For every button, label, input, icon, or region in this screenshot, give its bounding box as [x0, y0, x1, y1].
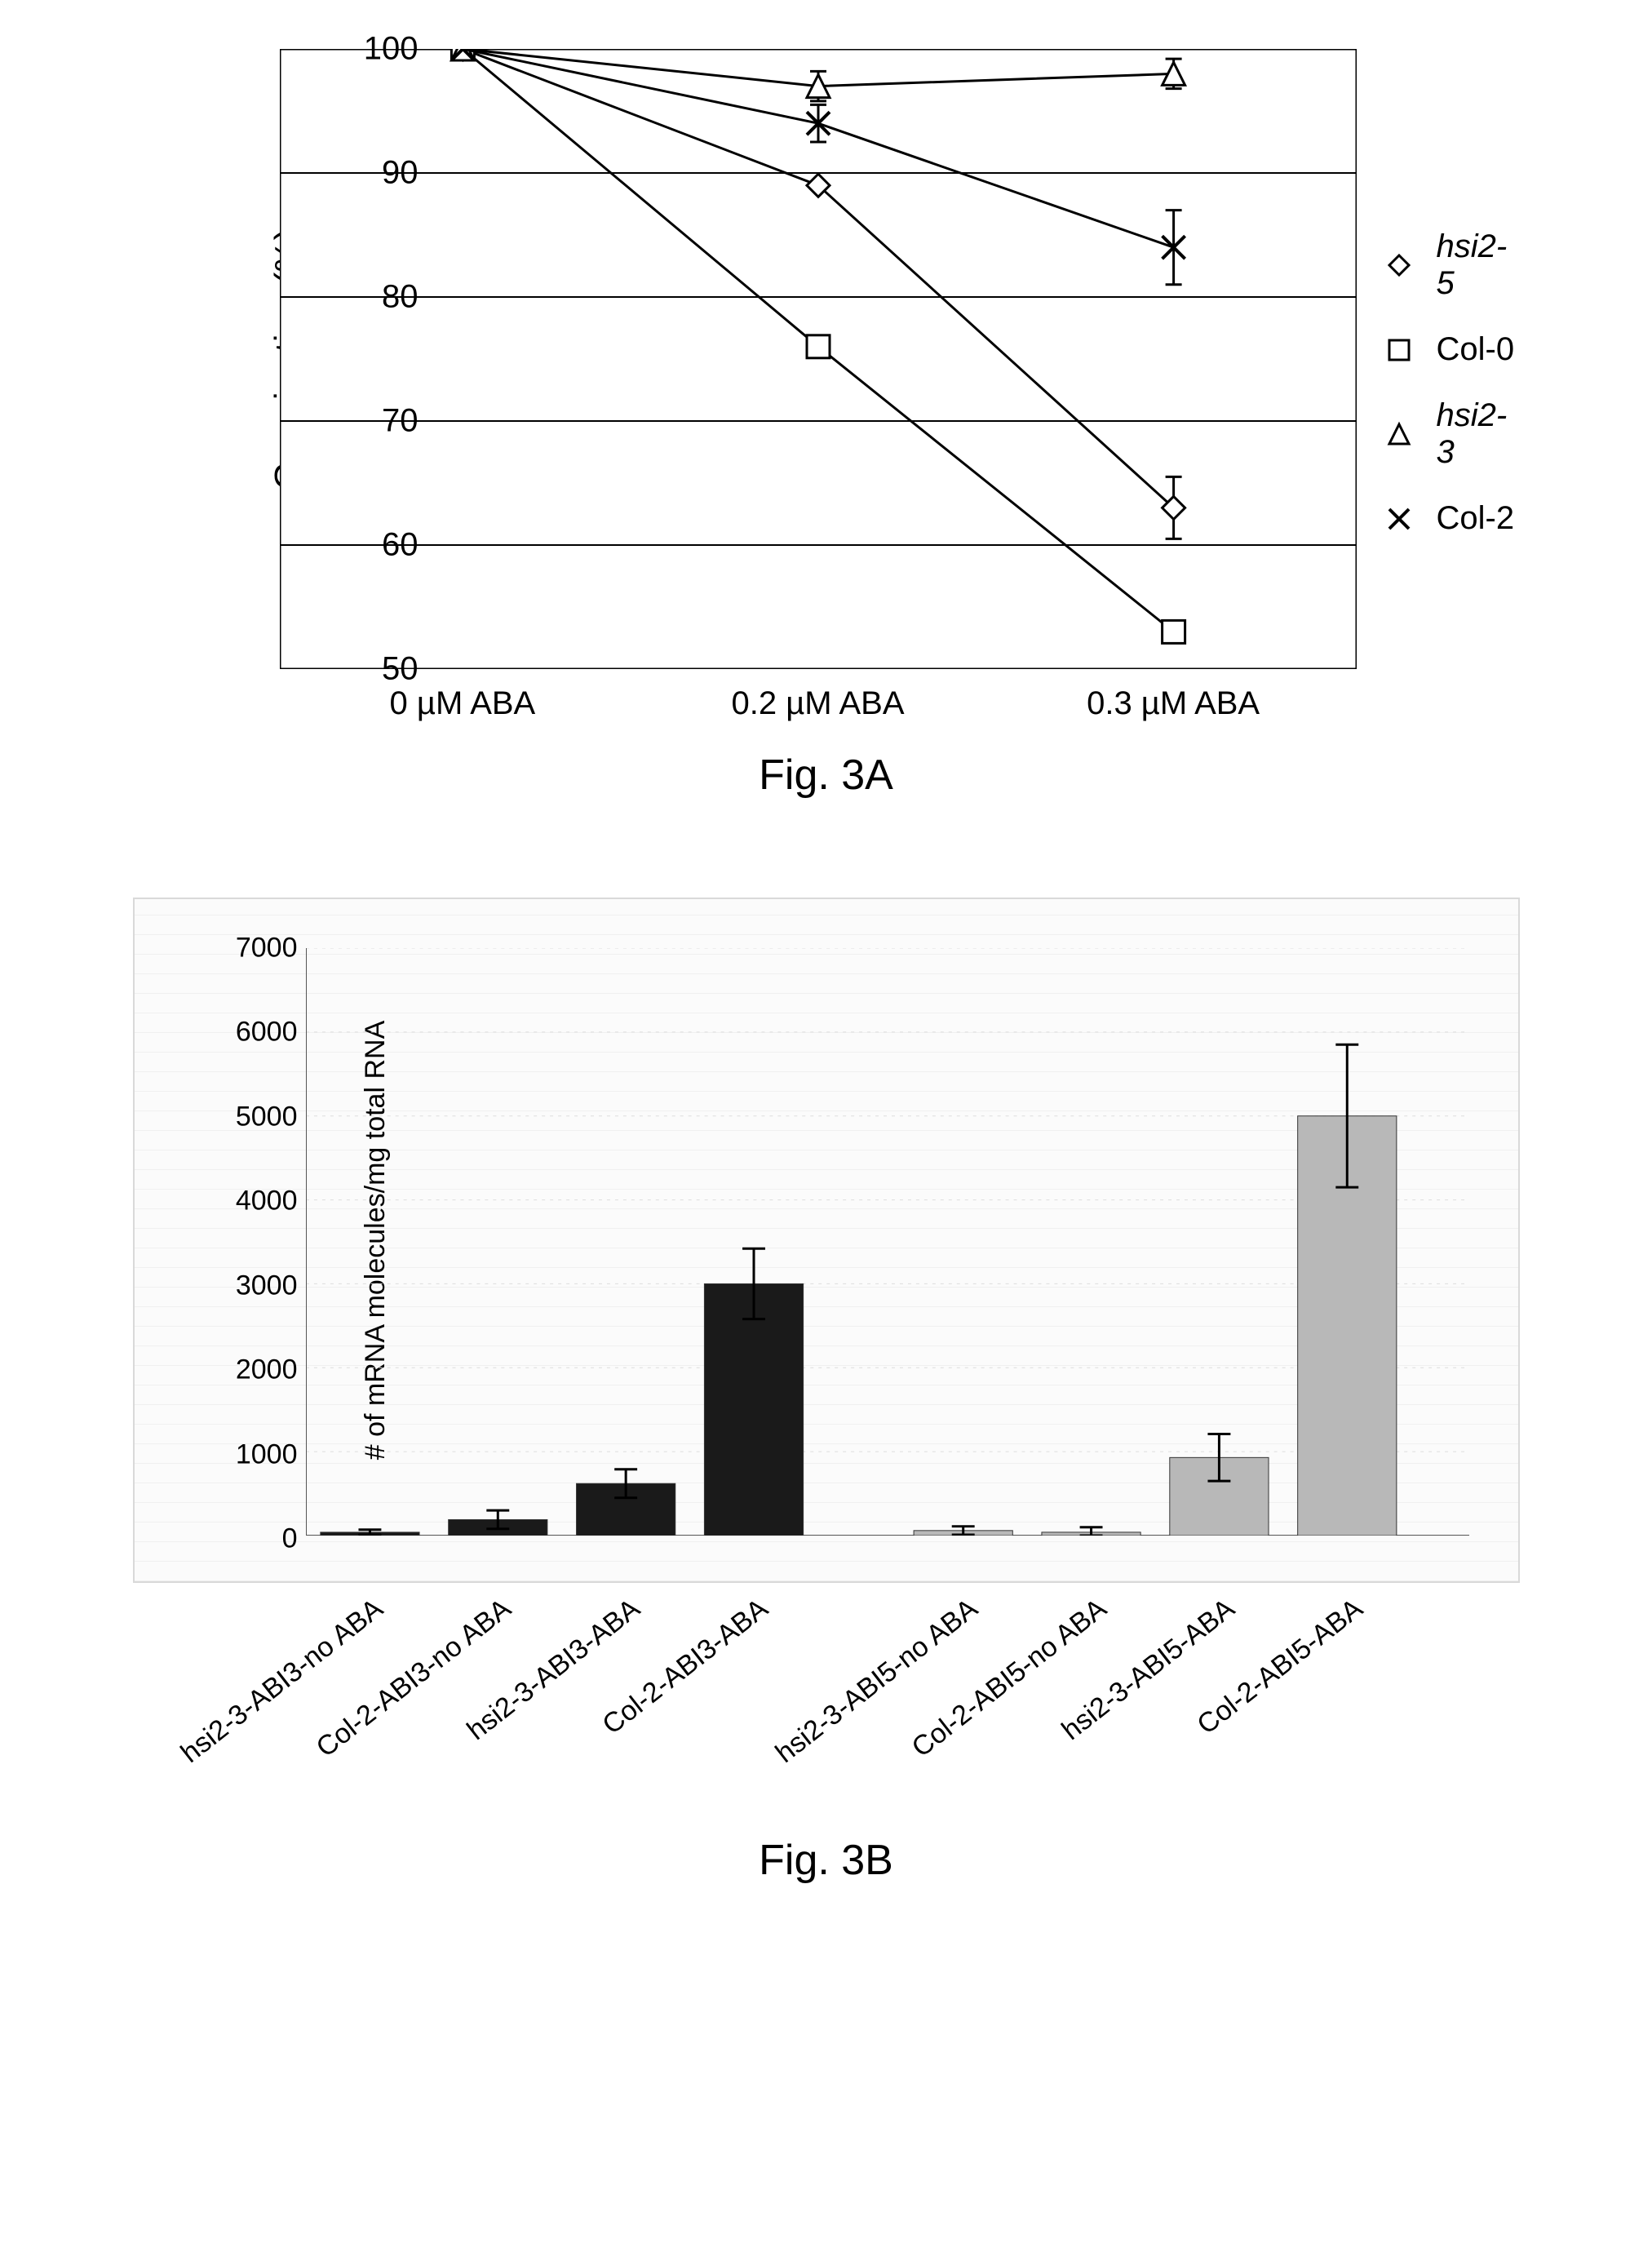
fig-3a-legend-row: hsi2-5 — [1381, 228, 1520, 302]
legend-label: hsi2-3 — [1437, 397, 1520, 471]
fig-3b-ytick-label: 6000 — [224, 1017, 298, 1048]
fig-3b-xlabel: hsi2-3-ABI3-no ABA — [175, 1593, 389, 1770]
fig-3a-ytick-label: 80 — [353, 279, 419, 316]
legend-label: Col-0 — [1437, 331, 1515, 368]
fig-3b-ytick-label: 1000 — [224, 1438, 298, 1470]
fig-3a-xtick-label: 0.3 µM ABA — [1087, 685, 1260, 722]
legend-label: Col-2 — [1437, 500, 1515, 537]
fig-3b-plot-area — [306, 948, 1469, 1536]
fig-3a-xtick-label: 0.2 µM ABA — [731, 685, 904, 722]
fig-3a-xtick-label: 0 µM ABA — [390, 685, 536, 722]
fig-3a-caption: Fig. 3A — [133, 751, 1520, 800]
fig-3a-legend-row: Col-2 — [1381, 500, 1520, 537]
fig-3a-ytick-label: 90 — [353, 155, 419, 192]
legend-marker-icon — [1381, 247, 1417, 283]
fig-3a-legend-row: Col-0 — [1381, 331, 1520, 368]
fig-3b-ytick-label: 2000 — [224, 1354, 298, 1386]
fig-3b-ytick-label: 7000 — [224, 933, 298, 964]
fig-3a-ytick-label: 100 — [353, 31, 419, 68]
fig-3b-caption: Fig. 3B — [92, 1836, 1561, 1885]
fig-3b-ytick-label: 4000 — [224, 1186, 298, 1217]
fig-3a-plot-area: Germination (%) — [280, 49, 1357, 669]
fig-3a-ytick-label: 60 — [353, 527, 419, 564]
legend-marker-icon — [1381, 416, 1417, 452]
fig-3b-xlabels: hsi2-3-ABI3-no ABACol-2-ABI3-no ABAhsi2-… — [306, 1585, 1469, 1797]
fig-3b-chart-svg — [306, 948, 1469, 1536]
fig-3a-ytick-label: 50 — [353, 651, 419, 688]
fig-3b: # of mRNA molecules/mg total RNA 0100020… — [92, 898, 1561, 1885]
fig-3a-ytick-label: 70 — [353, 403, 419, 440]
fig-3a: Germination (%) 5060708090100 0 µM ABA0.… — [133, 49, 1520, 800]
legend-marker-icon — [1381, 332, 1417, 368]
fig-3b-ytick-label: 5000 — [224, 1101, 298, 1133]
fig-3a-chart-svg — [280, 49, 1357, 669]
legend-label: hsi2-5 — [1437, 228, 1520, 302]
fig-3a-legend-row: hsi2-3 — [1381, 397, 1520, 471]
fig-3b-ytick-label: 0 — [224, 1523, 298, 1555]
fig-3a-legend: hsi2-5 Col-0 hsi2-3 Col-2 — [1381, 228, 1520, 566]
fig-3b-ytick-label: 3000 — [224, 1270, 298, 1301]
legend-marker-icon — [1381, 501, 1417, 537]
fig-3b-frame: # of mRNA molecules/mg total RNA 0100020… — [133, 898, 1520, 1583]
